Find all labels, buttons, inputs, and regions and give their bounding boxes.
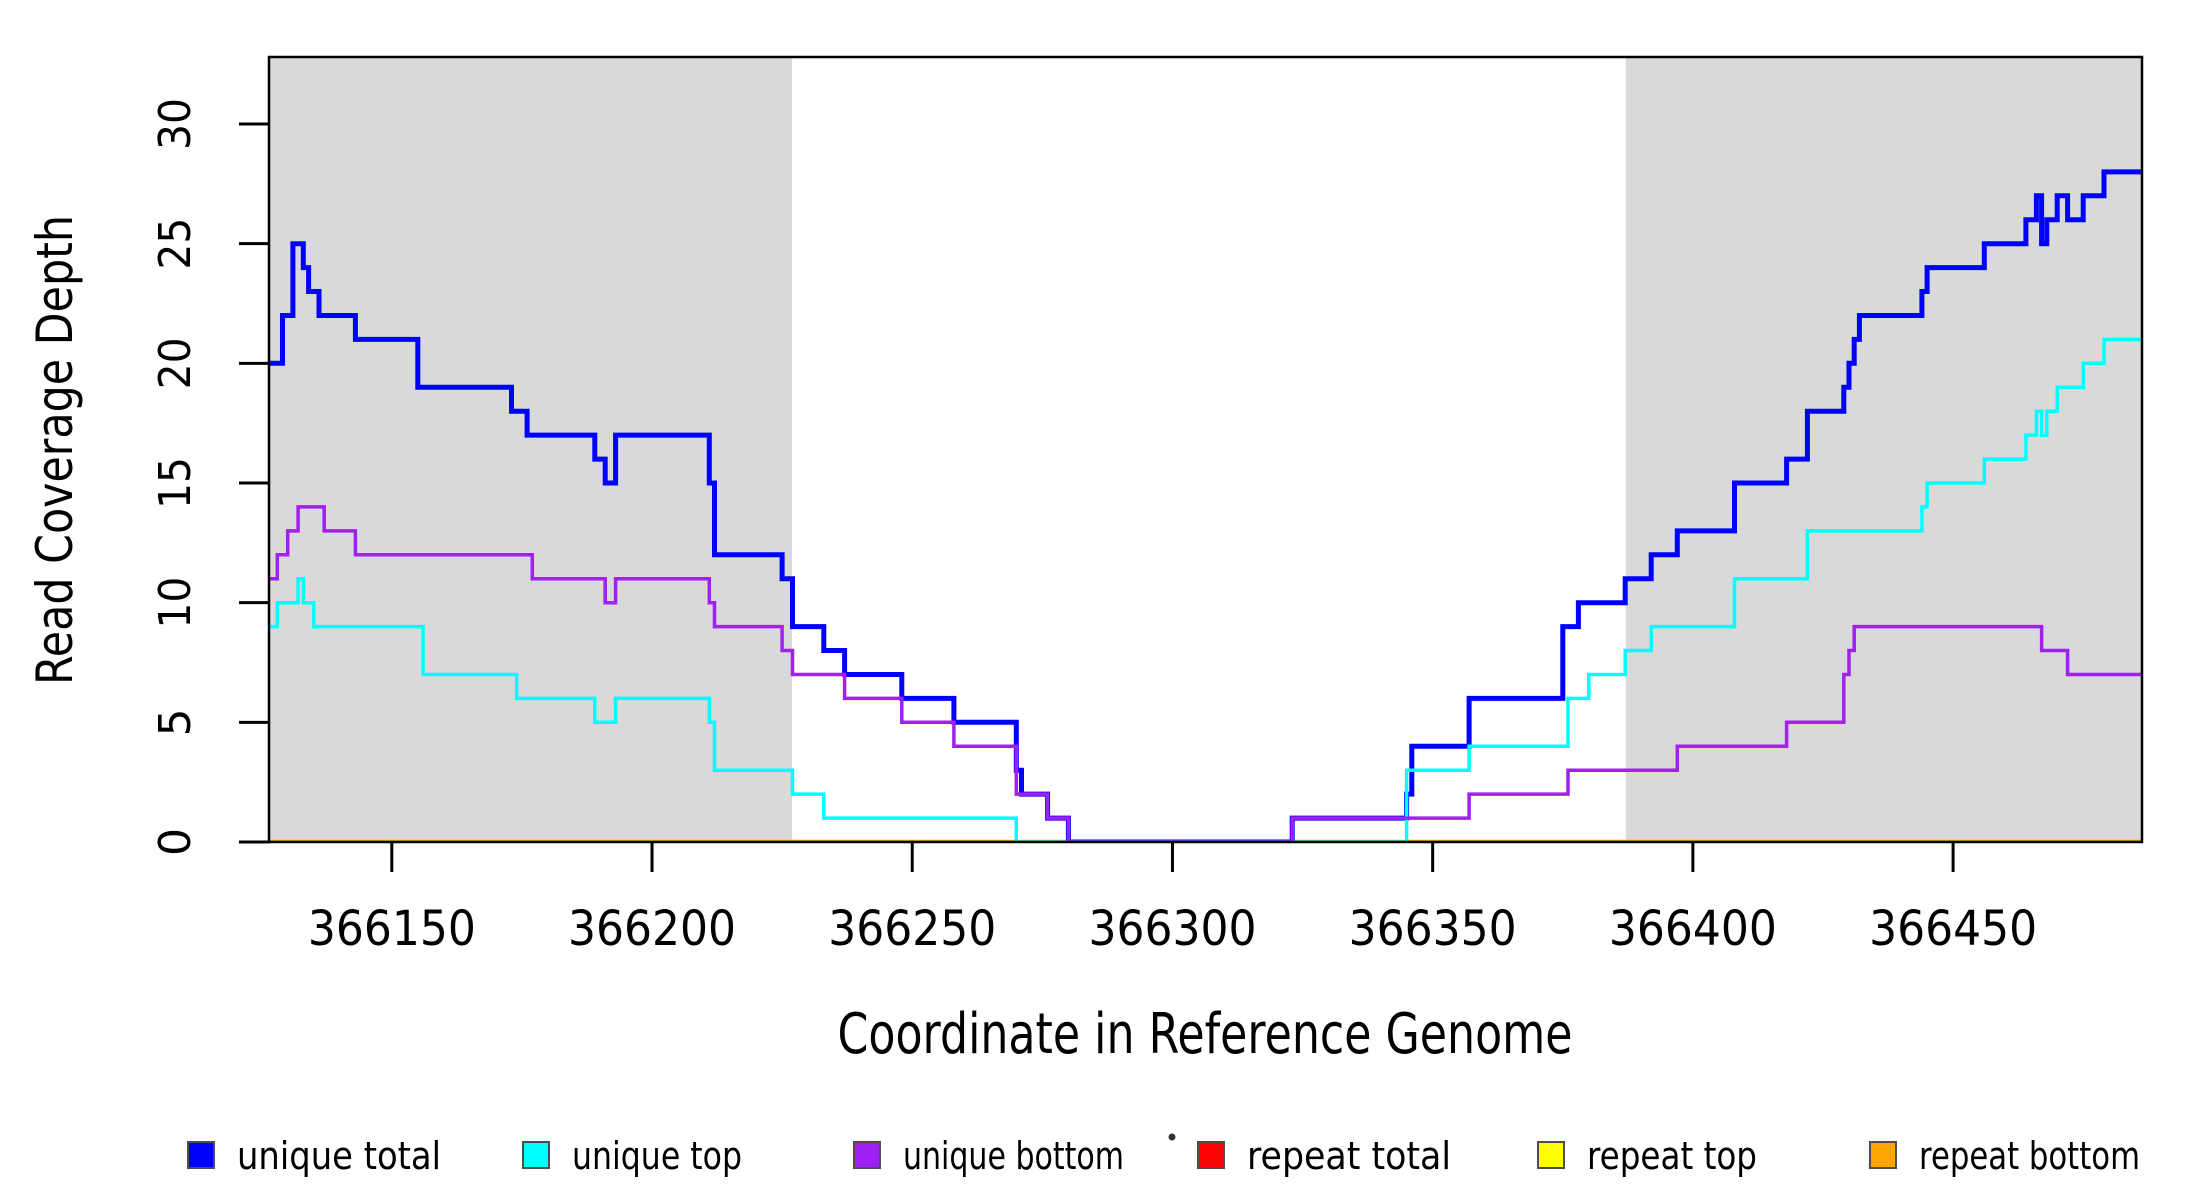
legend-swatch-repeat-top (1537, 1141, 1565, 1169)
series-line-unique-top (269, 337, 2142, 842)
legend-item-repeat-bottom: repeat bottom (1869, 1134, 2140, 1178)
legend-swatch-unique-top (522, 1141, 550, 1169)
legend-label: repeat total (1247, 1134, 1451, 1178)
series-lines (269, 169, 2142, 842)
y-tick-label: 30 (150, 98, 201, 150)
plot-border (267, 55, 2144, 844)
x-axis-title: Coordinate in Reference Genome (838, 1002, 1573, 1067)
y-tick-label: 0 (150, 828, 201, 856)
legend-swatch-unique-bottom (853, 1141, 881, 1169)
legend-item-unique-top: unique top (522, 1134, 742, 1178)
legend-item-repeat-top: repeat top (1537, 1134, 1757, 1178)
x-tick-label: 366300 (1088, 901, 1256, 957)
x-tick-label: 366350 (1349, 901, 1517, 957)
legend-label: repeat bottom (1919, 1134, 2140, 1178)
x-tick-label: 366250 (828, 901, 996, 957)
y-tick-label: 20 (150, 337, 201, 389)
legend-label: unique total (237, 1134, 441, 1178)
legend-item-repeat-total: repeat total (1197, 1134, 1451, 1178)
legend-item-unique-total: unique total (187, 1134, 441, 1178)
x-tick-label: 366150 (308, 901, 476, 957)
shaded-region (269, 57, 793, 842)
shaded-bands (269, 57, 2142, 842)
x-tick-label: 366400 (1609, 901, 1777, 957)
series-line-unique-bottom (269, 505, 2142, 842)
y-axis: 0 5 10 15 20 25 30 (150, 98, 269, 856)
legend-item-unique-bottom: unique bottom (853, 1134, 1124, 1178)
legend: unique total unique top unique bottom repea… (187, 1133, 2140, 1178)
shaded-region (1625, 57, 2142, 842)
stray-dot (1168, 1133, 1176, 1141)
y-tick-label: 10 (150, 577, 201, 629)
legend-label: repeat top (1587, 1134, 1757, 1178)
legend-swatch-unique-total (187, 1141, 215, 1169)
x-tick-label: 366450 (1869, 901, 2037, 957)
legend-label: unique top (572, 1134, 742, 1178)
x-tick-label: 366200 (568, 901, 736, 957)
legend-label: unique bottom (903, 1134, 1124, 1178)
x-axis: 366150 366200 366250 366300 366350 366400 3664… (308, 842, 2037, 957)
y-axis-title: Read Coverage Depth (26, 215, 84, 685)
y-tick-label: 5 (150, 708, 201, 736)
y-tick-label: 25 (150, 218, 201, 270)
legend-swatch-repeat-total (1197, 1141, 1225, 1169)
legend-swatch-repeat-bottom (1869, 1141, 1897, 1169)
y-tick-label: 15 (150, 457, 201, 509)
